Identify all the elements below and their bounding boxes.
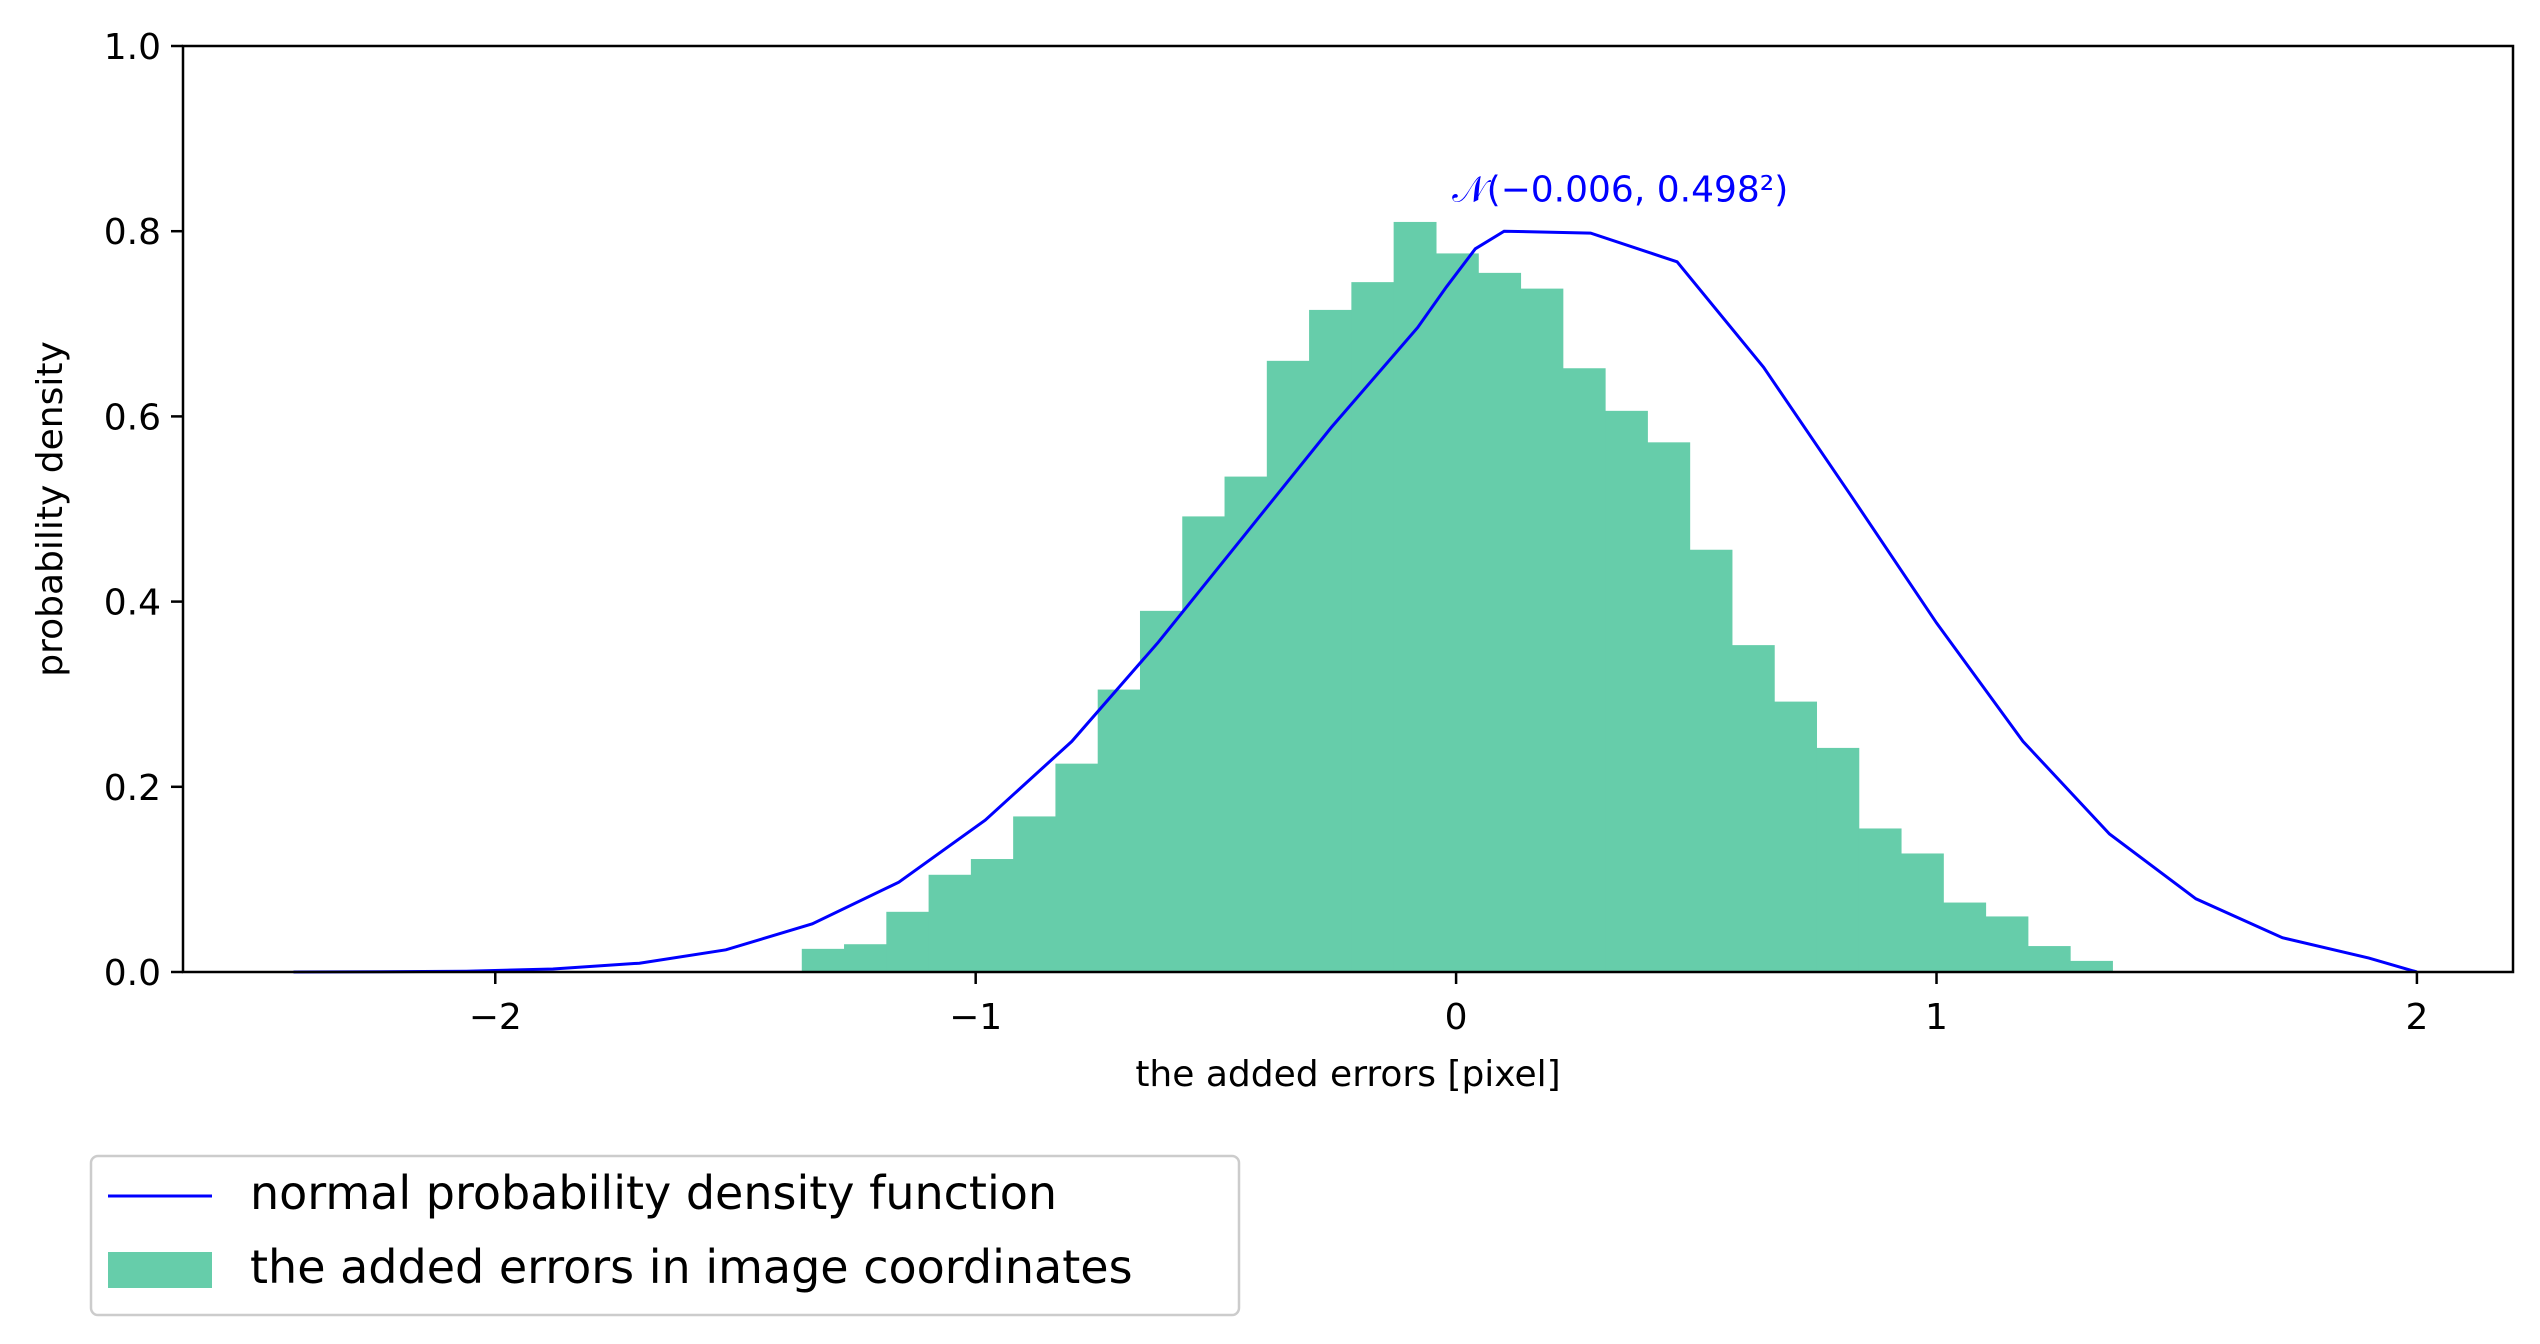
y-tick-label: 1.0 bbox=[104, 27, 161, 68]
plot-frame bbox=[181, 44, 2515, 974]
histogram-bar bbox=[1393, 221, 1437, 972]
histogram-bar bbox=[1520, 288, 1564, 972]
histogram-bar bbox=[1309, 309, 1352, 972]
legend: normal probability density function the … bbox=[89, 1154, 1241, 1317]
legend-label-histogram: the added errors in image coordinates bbox=[250, 1240, 1133, 1294]
x-tick-label: 2 bbox=[2405, 997, 2428, 1038]
y-tick-label: 0.8 bbox=[104, 212, 161, 253]
histogram-bar bbox=[1689, 549, 1733, 972]
histogram-bar bbox=[1097, 689, 1141, 972]
histogram-bar bbox=[1900, 853, 1944, 972]
histogram-bar bbox=[2027, 946, 2071, 972]
histogram-bar bbox=[801, 948, 845, 972]
histogram-bars bbox=[801, 221, 2113, 973]
x-tick-label: 1 bbox=[1925, 997, 1948, 1038]
histogram-bar bbox=[1943, 902, 1987, 972]
histogram-bar bbox=[1351, 282, 1395, 972]
x-axis-label: the added errors [pixel] bbox=[1135, 1054, 1560, 1095]
histogram-bar bbox=[928, 874, 972, 972]
histogram-bar bbox=[1224, 476, 1268, 972]
legend-label-pdf: normal probability density function bbox=[250, 1166, 1057, 1220]
y-axis-ticks: 0.0 0.2 0.4 0.6 0.8 1.0 bbox=[104, 27, 183, 994]
x-tick-label: −2 bbox=[469, 997, 522, 1038]
histogram-bar bbox=[886, 911, 930, 972]
histogram-bar bbox=[1731, 645, 1775, 972]
histogram-bar bbox=[844, 944, 887, 972]
legend-bar-swatch bbox=[108, 1252, 212, 1288]
legend-box bbox=[89, 1154, 1241, 1317]
histogram-bar bbox=[1647, 442, 1691, 972]
y-tick-label: 0.0 bbox=[104, 953, 161, 994]
histogram-bar bbox=[1774, 701, 1818, 972]
histogram-bar bbox=[1816, 747, 1860, 972]
x-tick-label: 0 bbox=[1445, 997, 1468, 1038]
histogram-bar bbox=[1985, 916, 2029, 972]
histogram-bar bbox=[1478, 272, 1522, 972]
x-axis-ticks: −2 −1 0 1 2 bbox=[469, 972, 2428, 1038]
histogram-bar bbox=[1605, 410, 1648, 972]
y-tick-label: 0.2 bbox=[104, 768, 161, 809]
y-tick-label: 0.4 bbox=[104, 583, 161, 624]
pdf-line bbox=[293, 229, 2418, 974]
distribution-annotation: 𝒩(−0.006, 0.498²) bbox=[1452, 170, 1788, 211]
y-tick-label: 0.6 bbox=[104, 397, 161, 438]
histogram-bar bbox=[1435, 253, 1479, 972]
histogram-bar bbox=[1182, 516, 1226, 972]
y-axis-label: probability density bbox=[30, 341, 71, 677]
x-tick-label: −1 bbox=[949, 997, 1002, 1038]
histogram-bar bbox=[1266, 360, 1310, 973]
histogram-bar bbox=[1055, 763, 1099, 972]
histogram-bar bbox=[1013, 816, 1057, 972]
histogram-bar bbox=[1562, 368, 1606, 972]
histogram-bar bbox=[1858, 828, 1902, 972]
histogram-bar bbox=[970, 859, 1014, 972]
histogram-bar bbox=[2070, 960, 2113, 972]
histogram-bar bbox=[1139, 610, 1183, 972]
